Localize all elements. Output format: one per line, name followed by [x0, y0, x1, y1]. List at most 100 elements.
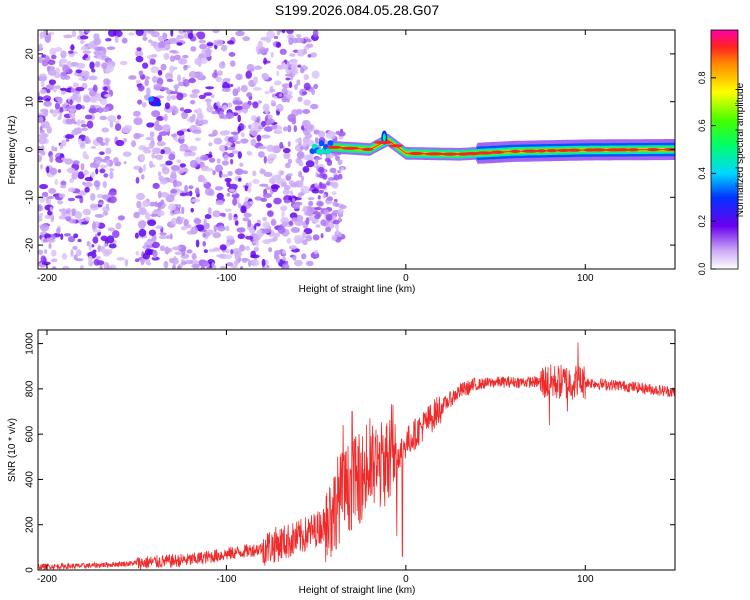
heatmap-cell: [237, 151, 242, 159]
heatmap-cell: [232, 248, 242, 255]
heatmap-cell: [152, 147, 162, 155]
heatmap-cell: [287, 113, 296, 122]
heatmap-cell: [219, 212, 226, 217]
heatmap-cell: [77, 171, 85, 180]
heatmap-cell: [176, 130, 185, 136]
heatmap-cell: [189, 159, 198, 168]
heatmap-cell: [179, 146, 185, 152]
heatmap-cell: [307, 197, 315, 201]
heatmap-cell: [106, 64, 114, 73]
heatmap-cell: [124, 258, 129, 267]
snr-ylabel: SNR (10 * v/v): [7, 418, 18, 482]
heatmap-cell: [233, 133, 239, 142]
heatmap-cell: [142, 164, 147, 172]
heatmap-cell: [300, 185, 310, 194]
heatmap-cell: [149, 131, 155, 138]
heatmap-cell: [227, 146, 236, 151]
heatmap-cell: [331, 234, 337, 241]
heatmap-cell: [102, 106, 110, 113]
heatmap-cell: [201, 166, 208, 172]
heatmap-cell: [204, 98, 212, 103]
heatmap-cell: [173, 84, 180, 90]
heatmap-cell: [159, 163, 168, 168]
heatmap-cell: [40, 255, 46, 262]
heatmap-cell: [64, 210, 71, 214]
heatmap-cell: [274, 176, 284, 184]
heatmap-cell: [282, 220, 289, 228]
heatmap-cell: [257, 151, 265, 158]
heatmap-cell: [217, 70, 223, 76]
heatmap-cell: [250, 250, 257, 258]
carrier-peak: [663, 147, 675, 152]
carrier-start-cell: [316, 148, 323, 155]
heatmap-cell: [182, 78, 190, 87]
heatmap-cell: [264, 90, 270, 95]
heatmap-cell: [251, 115, 257, 122]
heatmap-cell: [259, 183, 269, 187]
heatmap-cell: [94, 61, 101, 68]
heatmap-cell: [106, 46, 116, 51]
heatmap-cell: [70, 87, 76, 93]
heatmap-cell: [211, 262, 215, 267]
heatmap-cell: [303, 99, 311, 106]
heatmap-cell: [156, 209, 165, 217]
heatmap-cell: [51, 145, 55, 152]
heatmap-cell: [239, 162, 244, 167]
heatmap-cell: [281, 263, 290, 269]
heatmap-cell: [49, 154, 54, 163]
heatmap-cell: [75, 96, 82, 103]
heatmap-cell: [273, 232, 281, 238]
heatmap-cell: [60, 184, 67, 189]
carrier-peak: [474, 151, 494, 155]
colorbar-tick-label: 0.6: [697, 119, 707, 132]
heatmap-cell: [326, 196, 334, 201]
heatmap-cell: [262, 216, 268, 222]
heatmap-cell: [280, 182, 285, 188]
heatmap-cell: [224, 177, 232, 183]
snr-plot-area: [38, 330, 675, 570]
heatmap-cell: [100, 235, 108, 242]
heatmap-cell: [317, 195, 321, 200]
heatmap-cell: [178, 35, 184, 40]
heatmap-cell: [305, 38, 312, 43]
heatmap-cell: [227, 40, 235, 45]
heatmap-cell: [80, 123, 88, 128]
heatmap-cell: [276, 30, 281, 36]
heatmap-cell: [188, 70, 198, 79]
heatmap-cell: [90, 171, 96, 179]
heatmap-cell: [48, 188, 57, 194]
heatmap-cell: [56, 227, 61, 235]
heatmap-cell: [109, 171, 114, 180]
heatmap-cell: [279, 93, 283, 97]
heatmap-cell: [59, 87, 67, 91]
heatmap-cell: [142, 36, 148, 41]
heatmap-cell: [318, 181, 323, 188]
heatmap-cell: [73, 233, 79, 239]
figure-title: S199.2026.084.05.28.G07: [275, 2, 439, 18]
heatmap-cell: [77, 238, 82, 243]
heatmap-cell: [337, 208, 344, 215]
heatmap-cell: [245, 70, 253, 79]
heatmap-cell: [273, 35, 279, 40]
heatmap-cell: [103, 173, 109, 178]
carrier-peak: [361, 147, 374, 151]
heatmap-cell: [73, 71, 78, 76]
heatmap-cell: [94, 221, 100, 228]
heatmap-cell: [68, 50, 74, 54]
heatmap-cell: [266, 203, 272, 208]
heatmap-cell: [188, 185, 194, 190]
heatmap-cell: [78, 77, 86, 82]
heatmap-cell: [252, 87, 262, 91]
heatmap-cell: [240, 257, 250, 262]
carrier-peak: [490, 150, 505, 154]
heatmap-cell: [181, 261, 187, 266]
heatmap-cell: [154, 201, 158, 208]
heatmap-cell: [133, 117, 143, 126]
heatmap-cell: [128, 32, 135, 36]
heatmap-cell: [246, 63, 255, 72]
heatmap-cell: [311, 88, 316, 96]
heatmap-cell: [103, 86, 108, 91]
heatmap-cell: [75, 169, 79, 177]
heatmap-cell: [144, 76, 151, 80]
heatmap-cell: [113, 156, 119, 164]
